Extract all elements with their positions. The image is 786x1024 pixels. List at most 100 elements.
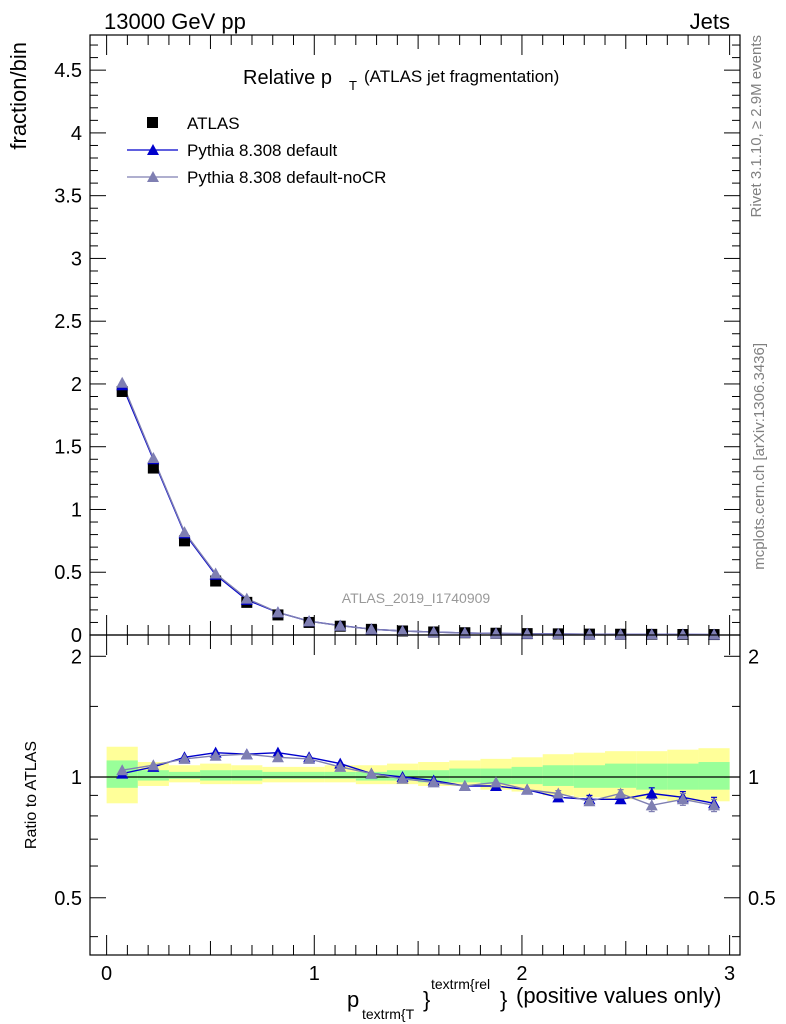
nocr-ratio-point bbox=[334, 760, 347, 772]
nocr-data-point bbox=[396, 624, 409, 636]
main-ytick-label: 3.5 bbox=[54, 186, 82, 208]
ratio-xtick-label: 1 bbox=[309, 963, 320, 985]
nocr-ratio-point bbox=[147, 759, 160, 771]
xlabel-sup: textrm{rel bbox=[431, 976, 490, 992]
legend-marker-triangle-icon bbox=[147, 171, 159, 182]
nocr-ratio-point bbox=[645, 799, 658, 811]
nocr-ratio-point bbox=[240, 748, 253, 760]
nocr-data-point bbox=[676, 628, 689, 640]
main-ytick-label: 1 bbox=[71, 499, 82, 521]
nocr-ratio-point bbox=[396, 772, 409, 784]
ratio-band-inner bbox=[200, 770, 232, 781]
ratio-axis-ticks: 0 1 2 3 0.5 0.5 1 1 2 2 bbox=[54, 635, 776, 985]
ratio-xtick-label: 0 bbox=[101, 963, 112, 985]
main-ylabel: fraction/bin bbox=[6, 42, 31, 150]
ratio-band-inner bbox=[137, 770, 169, 781]
default-ratio-line bbox=[122, 751, 715, 804]
nocr-data-point bbox=[365, 623, 378, 635]
nocr-data-point bbox=[240, 592, 253, 604]
nocr-ratio-point bbox=[521, 783, 534, 795]
main-panel: 0 0.5 1 1.5 2 2.5 3 3.5 4 4.5 fraction/bin Relati… bbox=[6, 34, 741, 647]
nocr-data-point bbox=[552, 627, 565, 639]
main-ytick-label: 2.5 bbox=[54, 311, 82, 333]
atlas-data-point bbox=[178, 535, 190, 547]
ratio-ytick-label-right: 1 bbox=[748, 767, 759, 789]
nocr-data-point bbox=[583, 628, 596, 640]
header-left: 13000 GeV pp bbox=[104, 9, 246, 34]
nocr-data-point bbox=[645, 628, 658, 640]
nocr-data-point bbox=[178, 526, 191, 538]
ratio-band-inner bbox=[293, 771, 325, 779]
nocr-data-point bbox=[708, 628, 721, 640]
legend: ATLAS Pythia 8.308 default Pythia 8.308 … bbox=[127, 114, 386, 187]
ratio-panel: 0 1 2 3 0.5 0.5 1 1 2 2 Ratio to ATLAS bbox=[23, 634, 776, 985]
main-ytick-label: 3 bbox=[71, 248, 82, 270]
ratio-xtick-label: 3 bbox=[724, 963, 735, 985]
atlas-data-point bbox=[210, 575, 222, 587]
main-ytick-label: 0 bbox=[71, 625, 82, 647]
ratio-ytick-label-right: 0.5 bbox=[748, 888, 776, 910]
nocr-ratio-line bbox=[122, 753, 715, 807]
xlabel-brace-1: } bbox=[423, 987, 430, 1012]
nocr-ratio-point bbox=[116, 764, 129, 776]
nocr-ratio-point bbox=[489, 776, 502, 788]
nocr-ratio-point bbox=[708, 799, 721, 811]
main-ytick-label: 4 bbox=[71, 123, 82, 145]
x-axis-label: p textrm{T } textrm{rel } (positive valu… bbox=[347, 976, 721, 1022]
legend-entry-default: Pythia 8.308 default bbox=[127, 141, 338, 160]
ratio-band-inner bbox=[511, 766, 543, 785]
ratio-band-inner bbox=[262, 771, 294, 779]
title-suffix: (ATLAS jet fragmentation) bbox=[364, 67, 559, 86]
ratio-xtick-label: 2 bbox=[516, 963, 527, 985]
atlas-data-point bbox=[116, 385, 128, 397]
plot-title: Relative p T (ATLAS jet fragmentation) bbox=[243, 67, 559, 93]
main-ytick-label: 4.5 bbox=[54, 60, 82, 82]
xlabel-p: p bbox=[347, 987, 359, 1012]
ratio-ylabel: Ratio to ATLAS bbox=[23, 741, 40, 849]
ratio-bands bbox=[90, 746, 740, 804]
nocr-ratio-point bbox=[271, 751, 284, 763]
xlabel-rest: (positive values only) bbox=[516, 983, 721, 1008]
nocr-ratio-point bbox=[303, 752, 316, 764]
nocr-data-point bbox=[614, 628, 627, 640]
nocr-ratio-point bbox=[458, 779, 471, 791]
nocr-ratio-point bbox=[209, 749, 222, 761]
legend-entry-atlas: ATLAS bbox=[147, 114, 240, 133]
ratio-band-inner bbox=[231, 770, 263, 781]
ratio-ytick-label-right: 2 bbox=[748, 646, 759, 668]
analysis-watermark: ATLAS_2019_I1740909 bbox=[342, 590, 491, 606]
nocr-ratio-point bbox=[583, 795, 596, 807]
default-ratio-point bbox=[614, 793, 627, 805]
main-ytick-label: 0.5 bbox=[54, 562, 82, 584]
nocr-ratio-point bbox=[427, 776, 440, 788]
legend-label-atlas: ATLAS bbox=[187, 114, 240, 133]
legend-marker-triangle-icon bbox=[147, 144, 159, 155]
legend-entry-nocr: Pythia 8.308 default-noCR bbox=[127, 168, 386, 187]
nocr-ratio-point bbox=[614, 787, 627, 799]
ratio-series bbox=[116, 746, 721, 813]
xlabel-sub: textrm{T bbox=[362, 1006, 415, 1022]
ratio-band-inner bbox=[449, 768, 481, 783]
ratio-ytick-label-left: 0.5 bbox=[54, 888, 82, 910]
legend-label-nocr: Pythia 8.308 default-noCR bbox=[187, 168, 386, 187]
legend-marker-square-icon bbox=[147, 117, 158, 128]
nocr-data-point bbox=[209, 567, 222, 579]
nocr-data-point bbox=[334, 619, 347, 631]
nocr-ratio-point bbox=[676, 793, 689, 805]
atlas-data-point bbox=[147, 462, 159, 474]
nocr-data-point bbox=[521, 627, 534, 639]
nocr-data-point bbox=[147, 452, 160, 464]
rivet-info: Rivet 3.1.10, ≥ 2.9M events bbox=[748, 35, 765, 218]
default-ratio-point bbox=[645, 787, 658, 799]
title-main: Relative p bbox=[243, 67, 332, 89]
nocr-data-point bbox=[427, 626, 440, 638]
ratio-band-inner bbox=[324, 771, 356, 779]
nocr-data-point bbox=[116, 376, 129, 388]
mcplots-info: mcplots.cern.ch [arXiv:1306.3436] bbox=[751, 343, 768, 570]
ratio-band-inner bbox=[698, 762, 730, 790]
main-ytick-label: 1.5 bbox=[54, 437, 82, 459]
ratio-band-inner bbox=[168, 771, 201, 779]
nocr-ratio-point bbox=[178, 752, 191, 764]
header-right: Jets bbox=[690, 9, 730, 34]
